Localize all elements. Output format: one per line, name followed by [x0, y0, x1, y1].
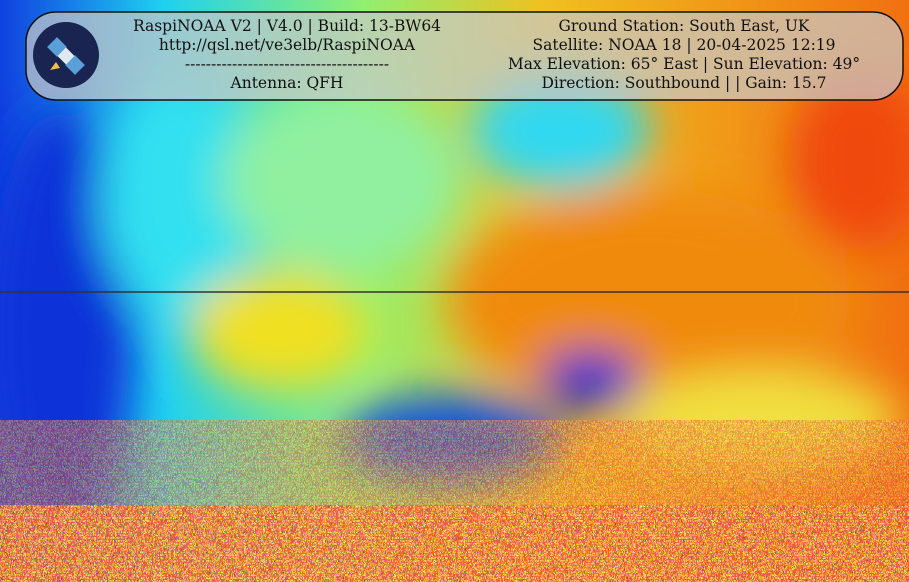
info-panel: [25, 11, 904, 101]
noise-band: [0, 505, 909, 582]
header-right-line: Ground Station: South East, UK: [559, 17, 810, 35]
logo: [33, 22, 99, 88]
header-right-line: Satellite: NOAA 18 | 20-04-2025 12:19: [532, 36, 835, 54]
header-right-line: Max Elevation: 65° East | Sun Elevation:…: [508, 55, 860, 73]
header-left-line: http://qsl.net/ve3elb/RaspiNOAA: [159, 36, 416, 54]
header-left-line: Antenna: QFH: [230, 74, 344, 92]
header-right-line: Direction: Southbound | | Gain: 15.7: [541, 74, 826, 92]
header-left-line: RaspiNOAA V2 | V4.0 | Build: 13-BW64: [133, 17, 441, 35]
header-left-line: ---------------------------------------: [185, 55, 389, 73]
